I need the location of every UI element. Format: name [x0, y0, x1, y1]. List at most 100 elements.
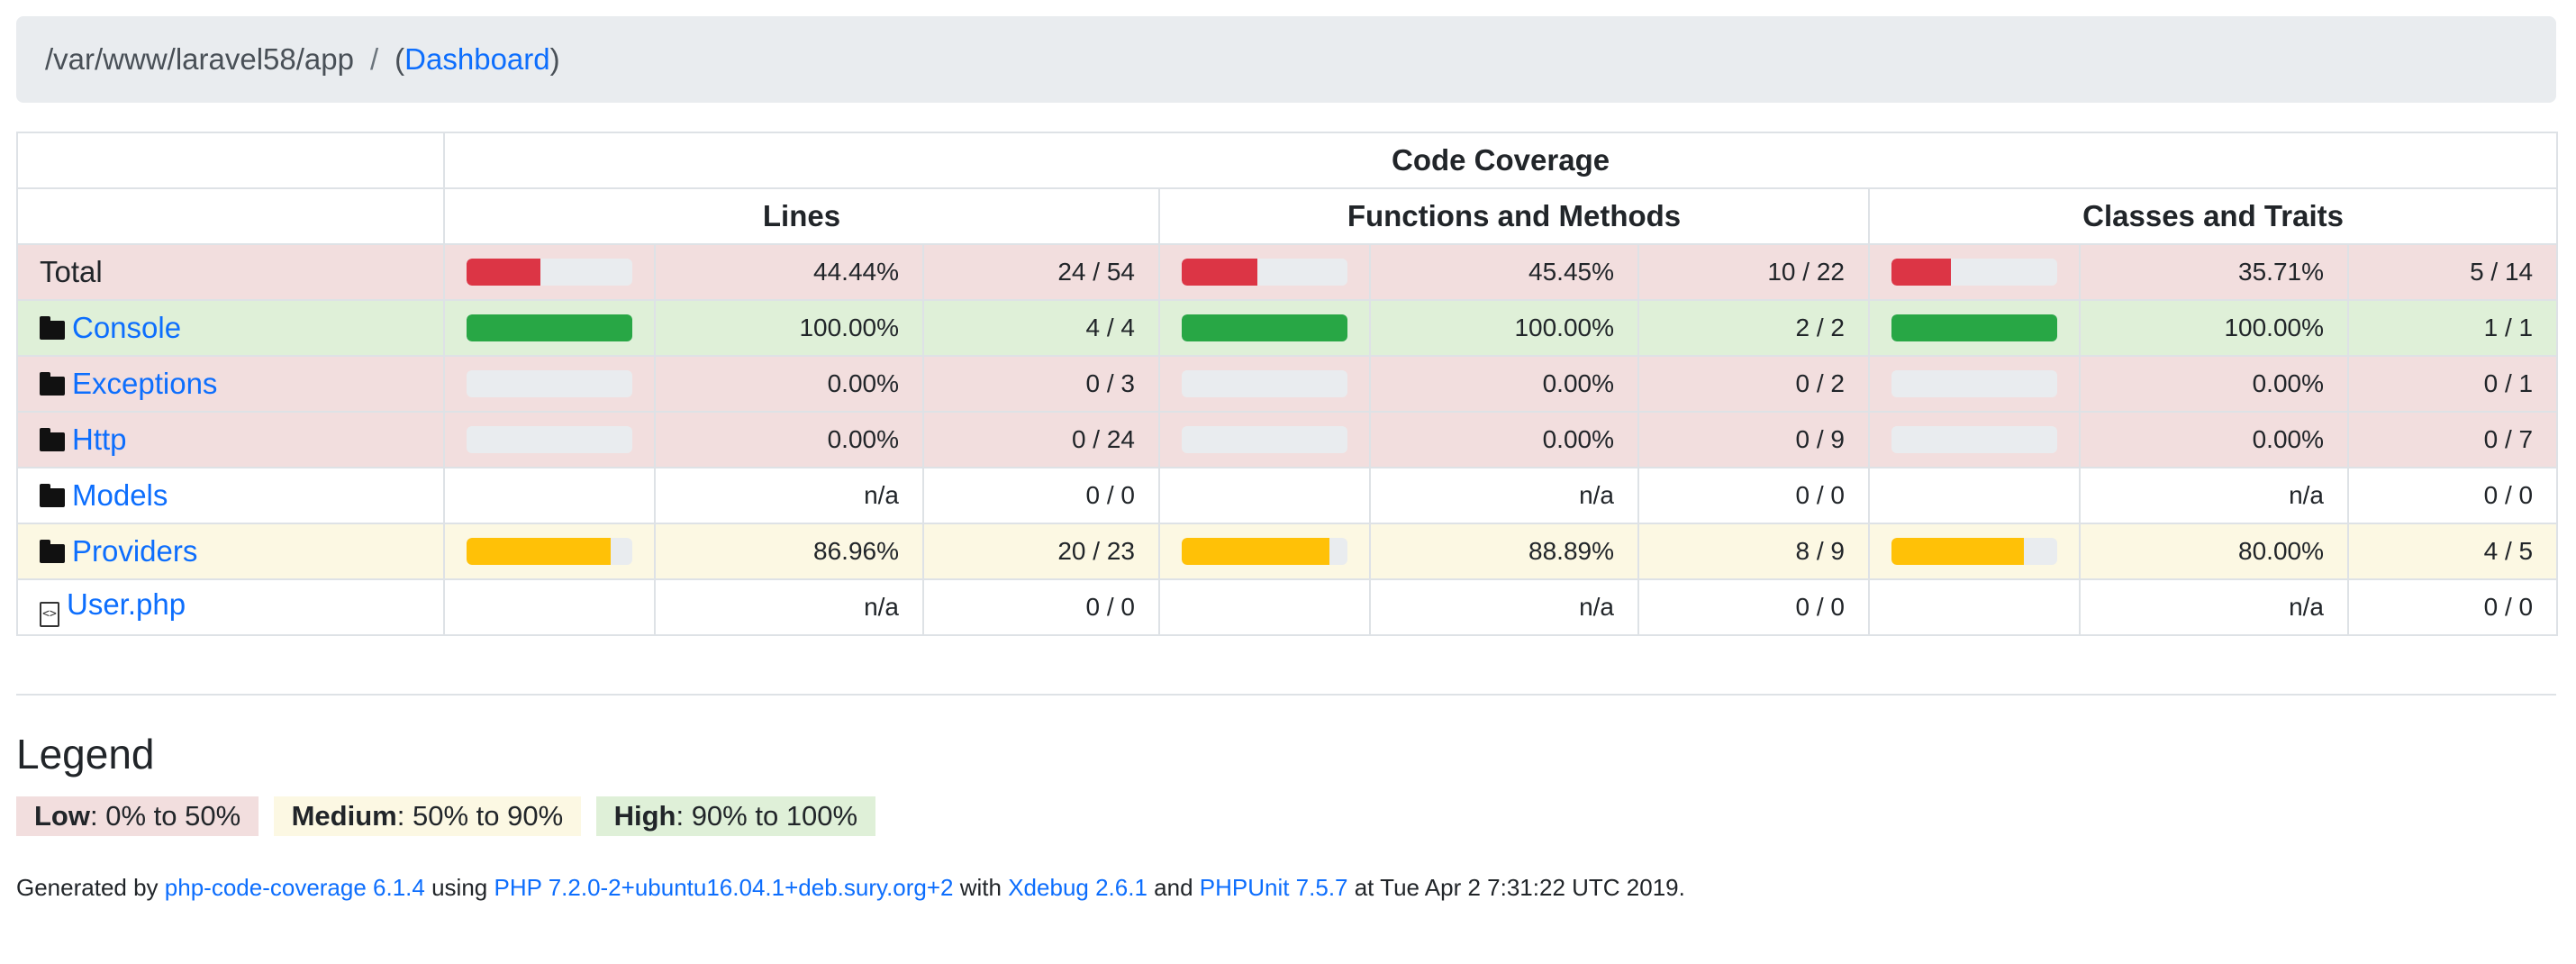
total-label: Total	[40, 255, 103, 288]
footer-using: using	[424, 874, 494, 901]
progress-bar-fill	[1891, 538, 2025, 565]
lines-bar-cell	[443, 243, 656, 301]
functions-bar-cell	[1158, 467, 1371, 524]
lines-ratio: 0 / 0	[922, 578, 1160, 636]
progress-bar-fill	[1891, 314, 2057, 341]
functions-ratio: 8 / 9	[1637, 523, 1870, 580]
functions-percent: 88.89%	[1369, 523, 1639, 580]
footer: Generated by php-code-coverage 6.1.4 usi…	[16, 874, 2556, 902]
functions-bar-cell	[1158, 299, 1371, 357]
legend-medium: Medium: 50% to 90%	[273, 796, 582, 836]
lines-percent: 44.44%	[654, 243, 924, 301]
functions-bar-cell	[1158, 243, 1371, 301]
table-row: Console 100.00% 4 / 4 100.00% 2 / 2 100.00% 1 …	[16, 299, 2559, 357]
legend-high-range: : 90% to 100%	[676, 800, 858, 832]
table-row: Total 44.44% 24 / 54 45.45% 10 / 22 35.71% 5 /…	[16, 243, 2559, 301]
file-code-icon: <>	[40, 602, 59, 627]
legend-high-label: High	[613, 800, 676, 832]
progress-bar-fill	[467, 538, 611, 565]
classes-ratio: 0 / 1	[2346, 355, 2559, 413]
functions-percent: n/a	[1369, 467, 1639, 524]
table-row: Providers 86.96% 20 / 23 88.89% 8 / 9 80.00% 4…	[16, 523, 2559, 580]
folder-icon	[40, 428, 65, 451]
breadcrumb-paren-close: )	[549, 42, 560, 76]
functions-bar-cell	[1158, 355, 1371, 413]
row-name-cell: Http	[16, 411, 445, 468]
classes-bar-cell	[1868, 523, 2081, 580]
lines-ratio: 20 / 23	[922, 523, 1160, 580]
classes-percent: 80.00%	[2079, 523, 2349, 580]
progress-bar	[467, 314, 632, 341]
functions-percent: n/a	[1369, 578, 1639, 636]
table-row: Http 0.00% 0 / 24 0.00% 0 / 9 0.00% 0 / 7	[16, 411, 2559, 468]
directory-link[interactable]: Providers	[72, 534, 198, 568]
progress-bar	[467, 259, 632, 286]
progress-bar-fill	[1182, 314, 1347, 341]
classes-bar-cell	[1868, 243, 2081, 301]
lines-percent: 100.00%	[654, 299, 924, 357]
lines-ratio: 24 / 54	[922, 243, 1160, 301]
functions-ratio: 10 / 22	[1637, 243, 1870, 301]
folder-icon	[40, 316, 65, 340]
lines-percent: 0.00%	[654, 411, 924, 468]
classes-ratio: 4 / 5	[2346, 523, 2559, 580]
progress-bar	[467, 426, 632, 453]
xdebug-link[interactable]: Xdebug 2.6.1	[1008, 874, 1147, 901]
coverage-table: Code Coverage Lines Functions and Method…	[16, 132, 2559, 636]
functions-ratio: 0 / 0	[1637, 578, 1870, 636]
progress-bar-fill	[467, 259, 540, 286]
directory-link[interactable]: Http	[72, 423, 127, 456]
functions-percent: 0.00%	[1369, 355, 1639, 413]
progress-bar	[1891, 370, 2057, 397]
code-coverage-header: Code Coverage	[442, 132, 2559, 189]
functions-bar-cell	[1158, 578, 1371, 636]
php-code-coverage-link[interactable]: php-code-coverage 6.1.4	[164, 874, 425, 901]
classes-bar-cell	[1868, 355, 2081, 413]
functions-percent: 0.00%	[1369, 411, 1639, 468]
classes-bar-cell	[1868, 467, 2081, 524]
directory-link[interactable]: Exceptions	[72, 367, 218, 400]
legend-high: High: 90% to 100%	[595, 796, 876, 836]
lines-ratio: 0 / 24	[922, 411, 1160, 468]
directory-link[interactable]: Models	[72, 478, 168, 512]
functions-bar-cell	[1158, 523, 1371, 580]
progress-bar-fill	[467, 314, 632, 341]
classes-percent: 100.00%	[2079, 299, 2349, 357]
lines-ratio: 4 / 4	[922, 299, 1160, 357]
footer-with: with	[953, 874, 1009, 901]
lines-bar-cell	[443, 411, 656, 468]
lines-header: Lines	[443, 187, 1160, 245]
progress-bar	[1891, 259, 2057, 286]
dashboard-link[interactable]: Dashboard	[404, 42, 550, 76]
lines-bar-cell	[443, 578, 656, 636]
folder-icon	[40, 484, 65, 507]
classes-bar-cell	[1868, 299, 2081, 357]
lines-bar-cell	[443, 523, 656, 580]
classes-ratio: 0 / 7	[2346, 411, 2559, 468]
footer-timestamp: at Tue Apr 2 7:31:22 UTC 2019.	[1347, 874, 1685, 901]
progress-bar-fill	[1182, 538, 1329, 565]
classes-header: Classes and Traits	[1867, 187, 2559, 245]
legend-medium-range: : 50% to 90%	[396, 800, 564, 832]
lines-percent: n/a	[654, 578, 924, 636]
breadcrumb-paren-open: (	[395, 42, 405, 76]
row-name-cell: Exceptions	[16, 355, 445, 413]
phpunit-link[interactable]: PHPUnit 7.5.7	[1199, 874, 1348, 901]
legend-low-range: : 0% to 50%	[90, 800, 241, 832]
header-blank-2	[16, 187, 445, 245]
progress-bar	[1182, 370, 1347, 397]
progress-bar	[1182, 259, 1347, 286]
classes-percent: n/a	[2079, 467, 2349, 524]
row-name-cell: Total	[16, 243, 445, 301]
file-link[interactable]: User.php	[67, 587, 186, 621]
progress-bar	[1182, 426, 1347, 453]
classes-ratio: 5 / 14	[2346, 243, 2559, 301]
lines-percent: n/a	[654, 467, 924, 524]
breadcrumb-separator: /	[370, 42, 379, 76]
directory-link[interactable]: Console	[72, 311, 182, 344]
row-name-cell: Console	[16, 299, 445, 357]
classes-bar-cell	[1868, 411, 2081, 468]
php-version-link[interactable]: PHP 7.2.0-2+ubuntu16.04.1+deb.sury.org+2	[494, 874, 954, 901]
legend: Low: 0% to 50% Medium: 50% to 90% High: …	[16, 796, 2556, 836]
classes-ratio: 0 / 0	[2346, 467, 2559, 524]
